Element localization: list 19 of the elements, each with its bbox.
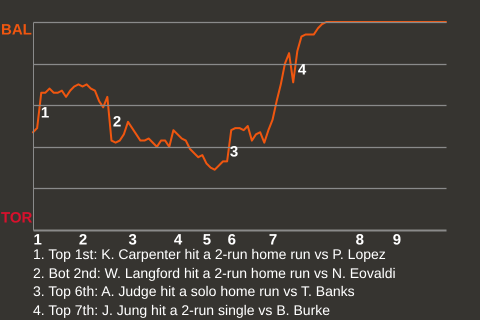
annotation: 2 <box>112 114 122 130</box>
x-tick-label: 4 <box>174 232 183 248</box>
text: BAL <box>1 22 32 38</box>
x-tick-label: 8 <box>356 232 364 248</box>
annotation: 1 <box>40 104 50 122</box>
x-tick-label: 2 <box>78 232 88 248</box>
x-tick-label: 6 <box>228 232 236 248</box>
text: 4. Top 7th: J. Jung hit a 2-run single vs B. Burke <box>33 300 332 319</box>
text: TOR <box>1 210 32 226</box>
x-tick-label: 7 <box>268 232 278 248</box>
annotation: 3 <box>230 144 238 160</box>
x-tick-label: 5 <box>202 232 212 248</box>
text: 3. Top 6th: A. Judge hit a solo home run vs T. Banks <box>33 282 356 300</box>
text: 1. Top 1st: K. Carpenter hit a 2-run home run vs P. Lopez <box>33 246 386 262</box>
x-tick-label: 9 <box>392 232 402 248</box>
x-tick-label: 1 <box>33 232 42 248</box>
x-tick-label: 3 <box>128 232 137 248</box>
text: 2. Bot 2nd: W. Langford hit a 2-run home run vs N. Eovaldi <box>33 264 396 282</box>
annotation: 4 <box>298 62 306 78</box>
